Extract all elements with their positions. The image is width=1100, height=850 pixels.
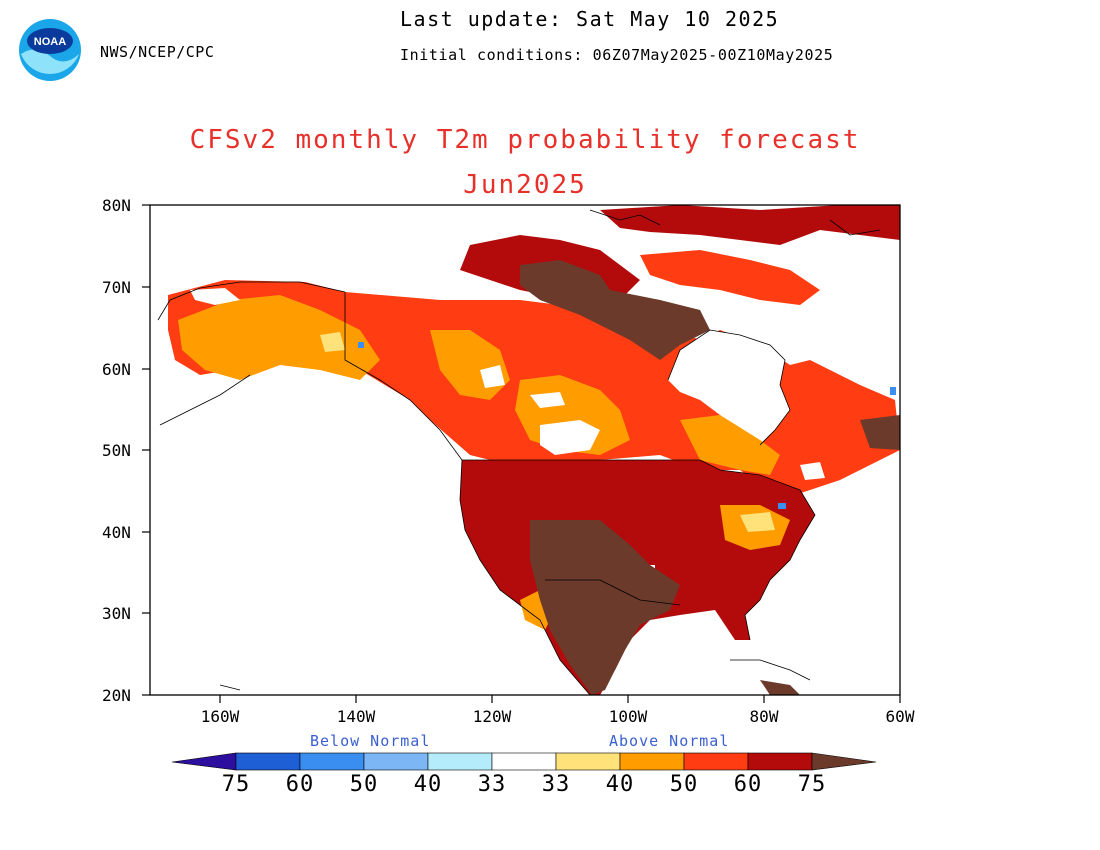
coastlines [157, 209, 881, 695]
legend-swatch-above-75 [811, 752, 877, 771]
probability-fill-layer [168, 205, 900, 695]
lon-label: 100W [609, 707, 648, 726]
map-subtitle: Jun2025 [463, 170, 587, 200]
lon-label: 80W [750, 707, 779, 726]
legend-swatch-below-40 [363, 752, 429, 771]
legend-swatch-above-50 [683, 752, 749, 771]
above-75-region-north [520, 260, 710, 360]
map-title: CFSv2 monthly T2m probability forecast [189, 125, 861, 155]
legend-tick-label: 40 [605, 772, 635, 797]
lon-ticks [219, 695, 901, 703]
legend-swatch-below-60 [235, 752, 301, 771]
legend-above-normal-label: Above Normal [609, 732, 730, 750]
lat-label: 30N [102, 604, 131, 623]
hudson-bay [668, 330, 790, 445]
last-update-text: Last update: Sat May 10 2025 [400, 7, 780, 31]
noaa-logo: NOAA [19, 19, 81, 81]
legend-swatch-below-75 [171, 752, 237, 771]
above-75-region-south [530, 520, 680, 695]
lat-label: 80N [102, 196, 131, 215]
legend-tick-label: 75 [221, 772, 251, 797]
legend-swatch-normal [491, 752, 557, 771]
lat-ticks [142, 204, 150, 696]
legend-tick-label: 60 [733, 772, 763, 797]
legend-swatch-below-33 [427, 752, 493, 771]
legend-swatch-above-33 [555, 752, 621, 771]
legend-swatch-above-60 [747, 752, 813, 771]
legend-swatch-below-50 [299, 752, 365, 771]
legend-below-normal-label: Below Normal [310, 732, 431, 750]
legend-tick-label: 33 [541, 772, 571, 797]
noaa-logo-text: NOAA [34, 36, 66, 48]
legend-tick-label: 60 [285, 772, 315, 797]
legend-tick-label: 50 [669, 772, 699, 797]
legend-tick-label: 75 [797, 772, 827, 797]
legend-swatch-above-40 [619, 752, 685, 771]
lon-labels: 160W 140W 120W 100W 80W 60W [201, 707, 915, 726]
lat-label: 60N [102, 360, 131, 379]
agency-label: NWS/NCEP/CPC [100, 43, 215, 61]
lat-label: 20N [102, 686, 131, 705]
initial-conditions-text: Initial conditions: 06Z07May2025-00Z10Ma… [400, 46, 834, 64]
lon-label: 140W [337, 707, 376, 726]
legend-tick-label: 50 [349, 772, 379, 797]
legend-tick-label: 40 [413, 772, 443, 797]
lat-labels: 80N 70N 60N 50N 40N 30N 20N [102, 196, 131, 705]
lon-label: 160W [201, 707, 240, 726]
lat-label: 70N [102, 278, 131, 297]
lon-label: 120W [473, 707, 512, 726]
lat-label: 50N [102, 441, 131, 460]
lon-label: 60W [886, 707, 915, 726]
lat-label: 40N [102, 523, 131, 542]
color-legend [171, 752, 877, 771]
legend-tick-label: 33 [477, 772, 507, 797]
